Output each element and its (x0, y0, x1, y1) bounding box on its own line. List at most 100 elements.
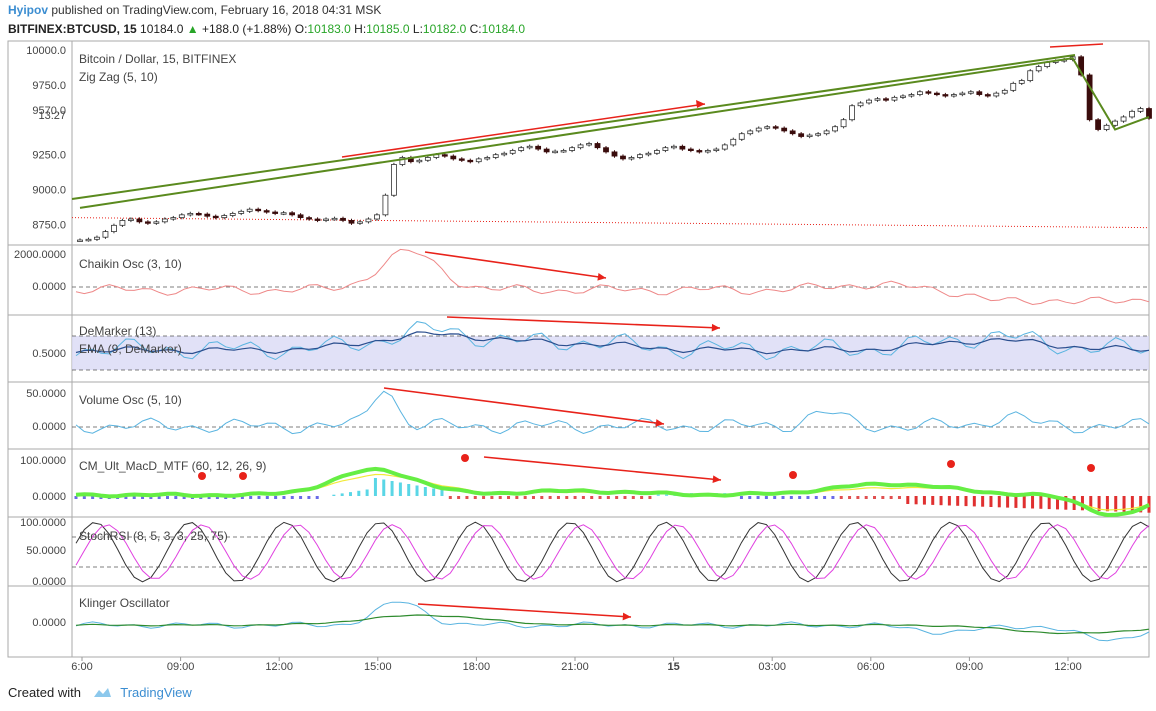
candle-body (187, 213, 194, 216)
candle-body (917, 91, 923, 95)
macd-histogram-bar (739, 496, 743, 499)
macd-arrow (483, 456, 722, 481)
price-y-tick-label: 10000.0 (26, 45, 66, 57)
candle-body (993, 92, 1000, 97)
demarker-ema-line (75, 331, 1150, 355)
candle-body (94, 236, 100, 240)
candle-body (942, 94, 949, 97)
candle-body (781, 127, 788, 132)
macd-histogram-bar (315, 496, 319, 499)
macd-histogram-bar (132, 496, 136, 499)
candle-body (1129, 110, 1135, 118)
created-with-text: Created with (8, 685, 81, 700)
candle-body (111, 224, 117, 233)
chaikin-label: Chaikin Osc (3, 10) (79, 257, 182, 271)
candle-body (1018, 80, 1025, 84)
low-label: L: (412, 22, 423, 36)
candle-body (738, 133, 745, 140)
macd-histogram-bar (764, 496, 768, 499)
candle-body (119, 220, 126, 226)
candle-body (569, 147, 575, 151)
macd-histogram-bar (631, 496, 635, 499)
candle-body (272, 211, 279, 214)
candle-body (713, 148, 720, 151)
macd-histogram-bar (573, 496, 577, 499)
macd-histogram-bar (157, 496, 161, 499)
candle-body (348, 220, 355, 224)
macd-cross-dot (789, 471, 797, 479)
candle-body (560, 150, 567, 153)
macd-histogram-bar (615, 496, 619, 499)
macd-histogram-bar (507, 496, 511, 499)
macd-histogram-bar (956, 496, 960, 506)
macd-cross-dot (1087, 464, 1095, 472)
candle-body (374, 214, 380, 220)
candle-body (441, 154, 448, 157)
candle-body (959, 92, 966, 96)
candle-body (221, 215, 228, 219)
candle-body (382, 194, 389, 216)
macd-histogram-bar (806, 496, 810, 499)
author-name[interactable]: Hyipov (8, 3, 49, 17)
candle-body (77, 239, 83, 242)
macd-cross-dot (239, 472, 247, 480)
candle-body (908, 94, 915, 97)
macd-histogram-bar (1105, 496, 1109, 512)
candle-body (212, 215, 219, 219)
candle-body (501, 152, 508, 156)
macd-arrow-head (712, 475, 721, 484)
candle-body (526, 145, 533, 149)
macd-histogram-bar (1022, 496, 1026, 509)
macd-y-tick-label: 0.0000 (32, 491, 66, 503)
macd-histogram-bar (398, 482, 402, 496)
candle-body (289, 212, 296, 216)
candle-body (662, 147, 669, 151)
tradingview-brand[interactable]: TradingView (120, 685, 192, 700)
zigzag-label: Zig Zag (5, 10) (79, 70, 158, 84)
candle-body (976, 91, 983, 95)
tradingview-cloud-icon (91, 685, 113, 702)
dotted-level-line (71, 217, 1150, 229)
macd-histogram-bar (748, 496, 752, 499)
macd-cross-dot (947, 460, 955, 468)
candle-body (365, 218, 372, 223)
volume-y-tick-label: 50.0000 (26, 388, 66, 400)
macd-histogram-bar (1047, 496, 1051, 510)
candle-body (883, 98, 889, 101)
candle-body (967, 91, 974, 94)
macd-histogram-bar (1139, 496, 1143, 513)
macd-histogram-bar (440, 490, 444, 496)
red-arrowhead (696, 100, 705, 108)
macd-histogram-bar (523, 496, 527, 499)
macd-histogram-bar (897, 496, 901, 499)
macd-histogram-bar (548, 496, 552, 499)
macd-cross-dot (461, 454, 469, 462)
macd-histogram-bar (249, 496, 253, 499)
macd-histogram-bar (1014, 496, 1018, 508)
candle-body (195, 213, 202, 216)
macd-histogram-bar (939, 496, 943, 506)
macd-histogram-bar (448, 496, 452, 499)
candle-body (645, 152, 652, 156)
candle-body (297, 214, 304, 219)
demarker-line (75, 321, 1150, 361)
x-tick-label: 6:00 (71, 661, 92, 673)
footer: Created with TradingView (8, 685, 192, 702)
candle-body (331, 217, 338, 221)
macd-histogram-bar (581, 496, 585, 499)
candle-body (229, 213, 236, 216)
candle-body (866, 99, 872, 104)
chaikin-arrow (424, 251, 607, 279)
trend-line (71, 54, 1076, 200)
candle-body (984, 94, 991, 97)
candle-body (1010, 82, 1017, 91)
candle-body (178, 214, 185, 219)
candle-body (577, 144, 584, 149)
stoch-y-tick-label: 50.0000 (26, 545, 66, 557)
candle-body (806, 134, 813, 138)
chaikin-y-tick-label: 2000.0000 (14, 249, 66, 261)
macd-histogram-bar (1039, 496, 1043, 509)
low-value: 10182.0 (422, 22, 467, 36)
close-label: C: (469, 22, 482, 36)
candle-body (543, 148, 550, 153)
